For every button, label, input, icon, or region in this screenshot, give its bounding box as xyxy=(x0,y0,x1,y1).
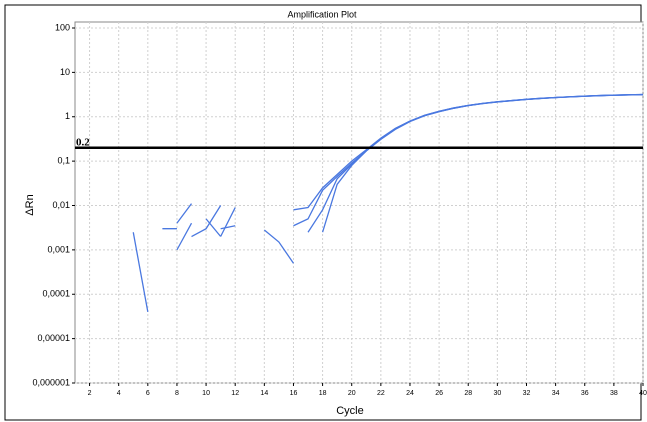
amplification-line xyxy=(132,93,644,313)
y-tick-label: 0,1 xyxy=(57,156,70,166)
x-tick-label: 16 xyxy=(290,390,298,397)
x-tick-label: 34 xyxy=(552,390,560,397)
y-tick-label: 0,001 xyxy=(47,244,70,254)
x-tick-label: 2 xyxy=(88,390,92,397)
x-tick-label: 6 xyxy=(146,390,150,397)
x-tick-label: 38 xyxy=(610,390,618,397)
x-tick-label: 18 xyxy=(319,390,327,397)
amplification-line xyxy=(191,93,644,238)
x-tick-label: 40 xyxy=(639,390,647,397)
x-tick-label: 32 xyxy=(523,390,531,397)
y-tick-label: 0,0001 xyxy=(42,289,70,299)
x-tick-label: 30 xyxy=(493,390,501,397)
x-tick-label: 14 xyxy=(260,390,268,397)
x-tick-label: 4 xyxy=(117,390,121,397)
plot-area xyxy=(74,21,644,384)
chart-title: Amplification Plot xyxy=(287,9,357,19)
y-tick-label: 1 xyxy=(65,111,70,121)
x-tick-label: 22 xyxy=(377,390,385,397)
x-tick-label: 36 xyxy=(581,390,589,397)
y-tick-label: 0,00001 xyxy=(37,333,70,343)
x-tick-label: 24 xyxy=(406,390,414,397)
x-tick-label: 8 xyxy=(175,390,179,397)
y-axis-label: ΔRn xyxy=(24,194,36,215)
x-tick-label: 26 xyxy=(435,390,443,397)
x-tick-label: 12 xyxy=(231,390,239,397)
y-tick-label: 0,000001 xyxy=(32,377,70,387)
x-tick-label: 28 xyxy=(464,390,472,397)
x-axis-label: Cycle xyxy=(336,405,364,417)
y-tick-label: 0,01 xyxy=(52,200,70,210)
threshold-label: 0.2 xyxy=(76,136,90,148)
y-tick-label: 100 xyxy=(55,22,70,32)
y-tick-label: 10 xyxy=(60,67,70,77)
x-tick-label: 10 xyxy=(202,390,210,397)
x-tick-label: 20 xyxy=(348,390,356,397)
